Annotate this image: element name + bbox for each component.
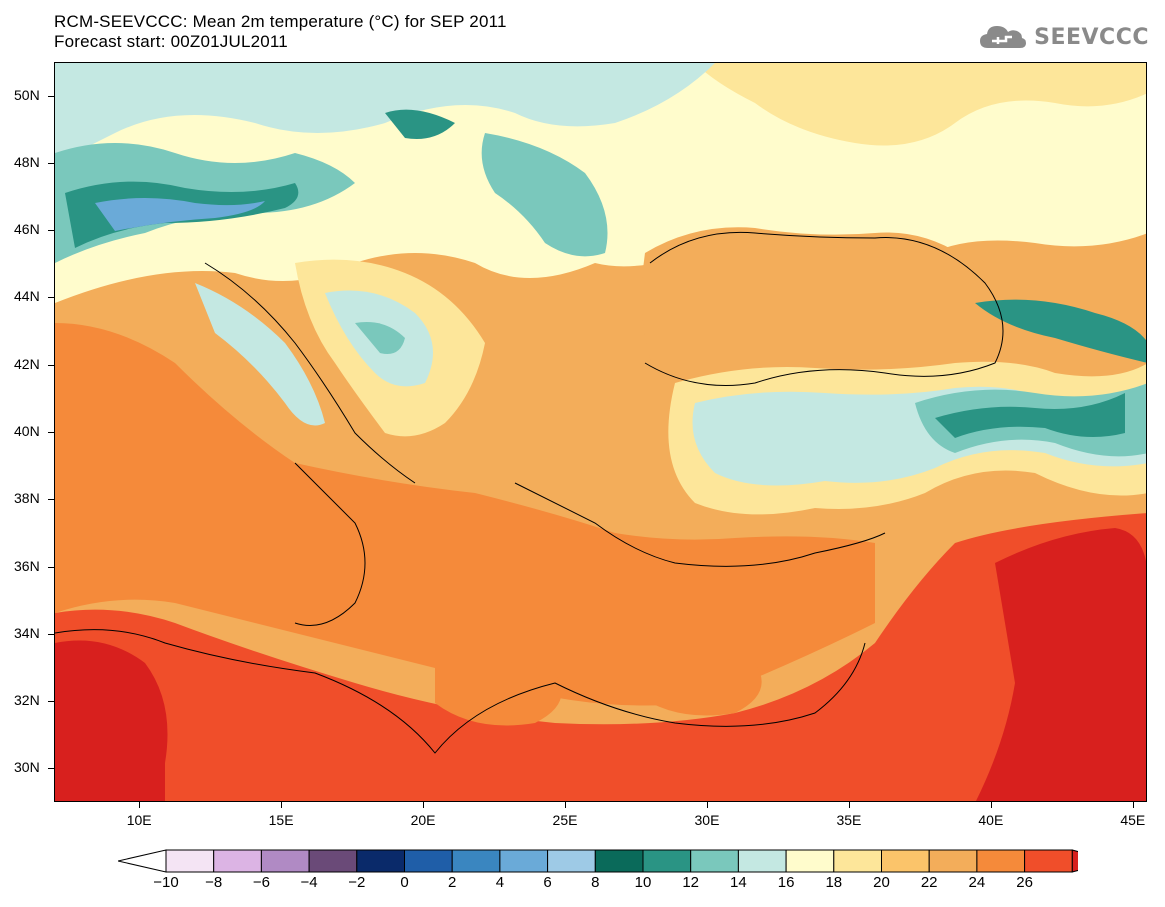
colorbar-label: 14 bbox=[730, 874, 747, 891]
lat-tick-mark bbox=[48, 364, 54, 366]
colorbar-swatch bbox=[547, 849, 596, 873]
colorbar-under-triangle bbox=[118, 849, 167, 873]
colorbar-label: 24 bbox=[968, 874, 986, 891]
lon-tick-mark bbox=[706, 802, 708, 808]
lon-tick-label: 35E bbox=[836, 812, 862, 828]
colorbar-label: 0 bbox=[400, 874, 409, 891]
colorbar-label: 26 bbox=[1016, 874, 1033, 891]
lat-tick-label: 46N bbox=[14, 221, 40, 238]
colorbar-label: 16 bbox=[777, 874, 795, 891]
lon-tick-label: 15E bbox=[268, 812, 294, 828]
lat-tick-label: 34N bbox=[14, 624, 40, 641]
lon-tick-mark bbox=[139, 802, 141, 808]
lon-tick-label: 25E bbox=[552, 812, 578, 828]
temperature-map bbox=[54, 62, 1147, 802]
colorbar-label: −10 bbox=[153, 874, 179, 891]
lat-tick-mark bbox=[48, 633, 54, 635]
title-line-2: Forecast start: 00Z01JUL2011 bbox=[54, 32, 288, 51]
lon-tick-mark bbox=[281, 802, 283, 808]
colorbar-swatch bbox=[499, 849, 549, 873]
colorbar-swatch bbox=[928, 849, 978, 873]
colorbar-legend bbox=[118, 849, 1078, 873]
colorbar-swatch bbox=[881, 849, 930, 873]
title-line-1: RCM-SEEVCCC: Mean 2m temperature (°C) fo… bbox=[54, 12, 507, 31]
colorbar-label: 18 bbox=[825, 874, 843, 891]
colorbar-label: 12 bbox=[682, 874, 700, 891]
colorbar-label: 10 bbox=[634, 874, 652, 891]
lat-tick-mark bbox=[48, 297, 54, 299]
lat-tick-label: 32N bbox=[14, 692, 40, 709]
lat-tick-mark bbox=[48, 432, 54, 433]
lon-tick-label: 40E bbox=[978, 812, 1004, 828]
lat-tick-label: 48N bbox=[14, 153, 40, 170]
colorbar-label: −8 bbox=[205, 874, 223, 891]
colorbar-swatch bbox=[308, 849, 358, 873]
colorbar-label: −6 bbox=[252, 874, 270, 891]
lat-tick-mark bbox=[48, 230, 54, 232]
lat-tick-mark bbox=[48, 499, 54, 501]
map-field bbox=[55, 63, 1146, 801]
colorbar-swatch bbox=[260, 849, 310, 873]
colorbar-swatch bbox=[1024, 849, 1073, 873]
colorbar-label: 6 bbox=[543, 874, 552, 891]
lon-tick-label: 20E bbox=[410, 812, 436, 828]
colorbar-swatch bbox=[642, 849, 692, 873]
colorbar-swatch bbox=[690, 849, 739, 873]
colorbar-swatch bbox=[976, 849, 1026, 873]
lat-tick-label: 40N bbox=[14, 423, 40, 439]
lat-tick-label: 50N bbox=[14, 86, 40, 103]
lat-tick-mark bbox=[48, 566, 54, 568]
lon-tick-label: 45E bbox=[1120, 812, 1146, 828]
colorbar-label: 2 bbox=[448, 874, 457, 891]
colorbar-swatch bbox=[785, 849, 835, 873]
colorbar-swatch bbox=[356, 849, 406, 873]
logo-text: SEEVCCC bbox=[1034, 24, 1149, 50]
colorbar-swatch bbox=[594, 849, 644, 873]
lon-tick-mark bbox=[990, 802, 992, 808]
colorbar-label: 8 bbox=[591, 874, 600, 891]
seevccc-logo: SEEVCCC bbox=[978, 20, 1149, 54]
lat-tick-mark bbox=[48, 95, 54, 97]
lat-tick-label: 38N bbox=[14, 490, 40, 507]
lon-tick-mark bbox=[1132, 802, 1134, 808]
lon-tick-mark bbox=[423, 802, 425, 808]
chart-title: RCM-SEEVCCC: Mean 2m temperature (°C) fo… bbox=[54, 12, 507, 52]
lon-tick-mark bbox=[565, 802, 566, 808]
lon-tick-label: 30E bbox=[694, 812, 720, 828]
cloud-icon bbox=[980, 26, 1027, 48]
colorbar-label: 20 bbox=[873, 874, 890, 891]
colorbar-label: −2 bbox=[348, 874, 366, 891]
lat-tick-mark bbox=[48, 768, 54, 770]
lon-tick-label: 10E bbox=[126, 812, 152, 828]
colorbar-swatch bbox=[451, 849, 501, 873]
lat-tick-label: 42N bbox=[14, 355, 40, 372]
lat-tick-label: 36N bbox=[14, 557, 40, 574]
colorbar-swatch bbox=[833, 849, 882, 873]
colorbar-label: −4 bbox=[300, 874, 318, 891]
colorbar-label: 4 bbox=[495, 874, 505, 891]
colorbar-swatch bbox=[404, 849, 453, 873]
colorbar-over-triangle bbox=[1071, 849, 1078, 873]
colorbar-label: 22 bbox=[920, 874, 938, 891]
lat-tick-mark bbox=[48, 162, 54, 164]
lat-tick-label: 30N bbox=[14, 759, 40, 776]
colorbar-swatch bbox=[165, 849, 215, 873]
lat-tick-label: 44N bbox=[14, 288, 40, 305]
colorbar-swatch bbox=[213, 849, 262, 873]
colorbar-swatch bbox=[737, 849, 787, 873]
lat-tick-mark bbox=[48, 701, 54, 703]
lon-tick-mark bbox=[848, 802, 850, 808]
